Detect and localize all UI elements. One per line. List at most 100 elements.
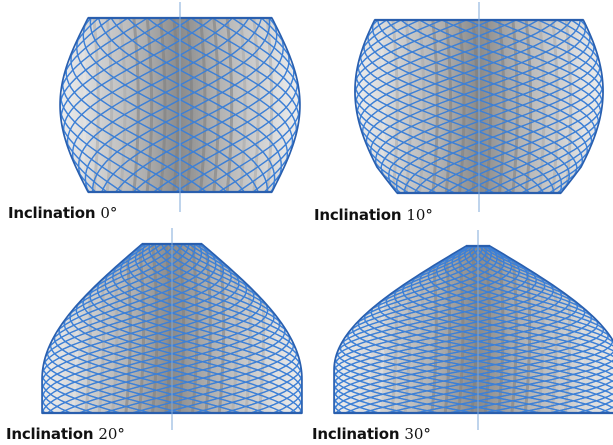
label-word: Inclination [314,206,402,224]
lattice-strut [361,20,572,193]
lattice-strut [97,18,282,192]
lattice-strut [393,246,613,413]
lattice-strut [334,246,571,413]
lattice-strut [334,246,599,413]
lattice-strut [42,244,232,413]
lattice-strut [400,20,600,193]
lattice-strut [413,20,604,193]
shade-stripe [320,13,325,197]
label-word: Inclination [312,425,400,443]
lattice-strut [334,246,586,413]
lattice-strut [62,18,214,192]
shade-stripe [105,18,114,192]
lattice-strut [403,20,603,193]
label-value: 0° [100,204,118,222]
lattice-strut [334,246,563,413]
lattice-strut [386,20,597,193]
lattice-strut [357,246,613,413]
panel-inclination-30 [333,230,613,430]
lattice-strut [78,18,263,192]
lattice-strut [376,20,593,193]
shade-stripe [145,18,154,192]
shade-stripe [158,18,167,192]
lattice-strut [91,18,278,192]
lattice-strut [84,18,271,192]
label-value: 20° [98,425,125,443]
shade-stripe [469,246,478,413]
lattice-strut [112,244,302,413]
lattice-strut [60,18,192,192]
shell-outline [333,245,613,414]
shade-stripe [417,20,426,193]
lattice-strut [47,244,281,413]
shade-stripe [118,18,127,192]
lattice-strut [363,246,613,413]
label-inclination-0: Inclination 0° [8,204,117,222]
shade-stripe [564,20,573,193]
lattice-strut [427,20,604,193]
shade-stripe [339,15,344,198]
shade-stripe [171,18,180,192]
lattice-strut [60,18,185,192]
shade-stripe [123,244,132,413]
lattice-strut [354,20,531,193]
lattice-strut [362,246,613,413]
panel-inclination-10 [339,2,611,212]
label-inclination-20: Inclination 20° [6,425,125,443]
lattice-strut [336,246,570,413]
label-inclination-30: Inclination 30° [312,425,431,443]
shade-stripe [497,20,506,193]
lattice-strut [355,20,555,193]
shade-stripe [606,15,611,198]
shade-stripe [444,20,453,193]
lattice-strut [101,18,284,192]
lattice-strut [42,244,275,413]
lattice-strut [82,18,269,192]
panel-inclination-20 [32,228,317,430]
lattice-strut [365,20,582,193]
lattice-strut [168,18,300,192]
shade-stripe [251,18,260,192]
lattice-strut [351,246,613,413]
label-word: Inclination [6,425,94,443]
lattice-strut [153,18,299,192]
shade-stripe [537,20,546,193]
label-inclination-10: Inclination 10° [314,206,433,224]
shade-stripe [40,13,45,197]
shade-stripe [312,239,317,418]
lattice-strut [61,18,207,192]
lattice-strut [89,18,276,192]
shade-stripe [307,13,312,197]
lattice-strut [380,20,595,193]
lattice-strut [385,246,613,413]
lattice-strut [356,20,539,193]
lattice-strut [146,18,298,192]
lattice-strut [386,246,613,413]
label-word: Inclination [8,204,96,222]
lattice-strut [44,244,225,413]
lattice-strut [370,246,613,413]
shade-stripe [91,18,100,192]
lattice-strut [103,244,295,413]
lattice-strut [419,20,602,193]
lattice-strut [378,246,613,413]
lattice-strut [76,18,259,192]
lattice-strut [66,18,233,192]
lattice-strut [127,18,294,192]
lattice-strut [339,246,594,413]
panel-inclination-0 [40,2,325,212]
lattice-strut [334,246,593,413]
shade-stripe [354,20,359,193]
shade-stripe [32,239,37,418]
lattice-strut [119,244,300,413]
lattice-strut [334,246,605,413]
lattice-strut [354,20,545,193]
shade-stripe [390,20,399,193]
shade-stripe [53,13,58,197]
label-value: 30° [404,425,431,443]
label-value: 10° [406,206,433,224]
lattice-strut [342,246,611,413]
lattice-strut [345,246,613,413]
shade-stripe [524,20,533,193]
